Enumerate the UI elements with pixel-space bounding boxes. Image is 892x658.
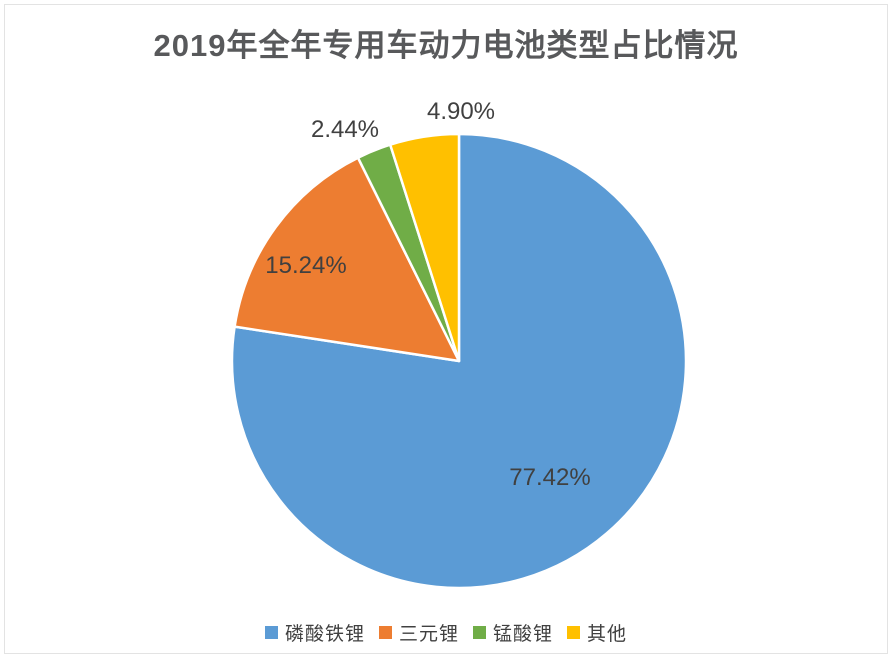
legend-label-limn: 锰酸锂 [493, 624, 554, 645]
legend-label-linfe: 磷酸铁锂 [284, 624, 365, 645]
legend-label-other: 其他 [587, 624, 628, 645]
slice-label-limn: 2.44% [310, 116, 380, 143]
pie-chart [229, 131, 689, 591]
chart-title: 2019年全年专用车动力电池类型占比情况 [153, 28, 739, 63]
legend-label-ternary: 三元锂 [398, 624, 459, 645]
pie-slice-3 [388, 132, 461, 363]
legend-item-linfe: 磷酸铁锂 [264, 619, 365, 646]
legend-swatch-ternary [378, 626, 392, 639]
slice-label-ternary: 15.24% [265, 252, 347, 279]
slice-label-other: 4.90% [426, 98, 496, 125]
slice-label-linfe: 77.42% [509, 464, 591, 491]
legend-item-limn: 锰酸锂 [473, 619, 553, 646]
legend-swatch-limn [473, 626, 486, 639]
legend-item-other: 其他 [567, 619, 627, 646]
legend-item-ternary: 三元锂 [378, 619, 459, 646]
chart-legend: 磷酸铁锂 三元锂 锰酸锂 其他 [0, 619, 892, 646]
pie-svg [230, 132, 688, 590]
legend-swatch-other [567, 626, 581, 639]
pie-slice-0 [230, 132, 688, 590]
legend-swatch-linfe [264, 626, 278, 639]
pie-slice-1 [233, 156, 461, 363]
